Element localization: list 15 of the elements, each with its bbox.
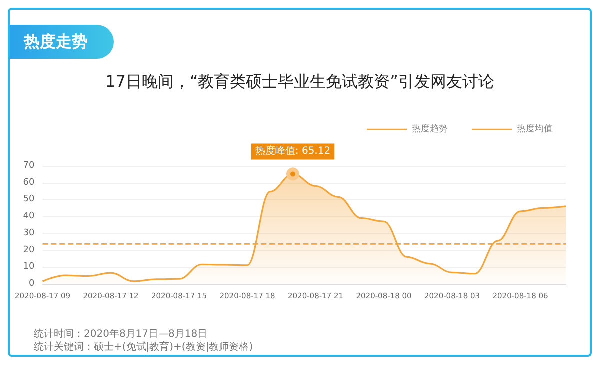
text: 统计时间：2020年8月17日—8月18日: [34, 328, 209, 341]
y-tick-label: 30: [23, 228, 36, 238]
chart-title: 热度走势: [10, 25, 114, 59]
y-tick-label: 10: [23, 262, 36, 272]
legend-label: 热度均值: [517, 124, 553, 134]
annotation: 热度峰值: 65.12: [255, 145, 331, 158]
y-tick-label: 60: [23, 178, 36, 188]
y-tick-label: 0: [29, 279, 36, 289]
legend-label: 热度趋势: [412, 124, 448, 134]
y-tick-label: 70: [23, 161, 36, 171]
y-tick-label: 20: [23, 245, 36, 256]
y-tick-label: 50: [23, 194, 36, 205]
y-tick-label: 40: [23, 212, 36, 222]
text: 统计关键词：硕士+(免试|教育)+(教资|教师资格): [34, 341, 254, 354]
chart-subtitle: 17日晚间，“教育类硕士毕业生免试教资”引发网友讨论: [104, 72, 496, 93]
